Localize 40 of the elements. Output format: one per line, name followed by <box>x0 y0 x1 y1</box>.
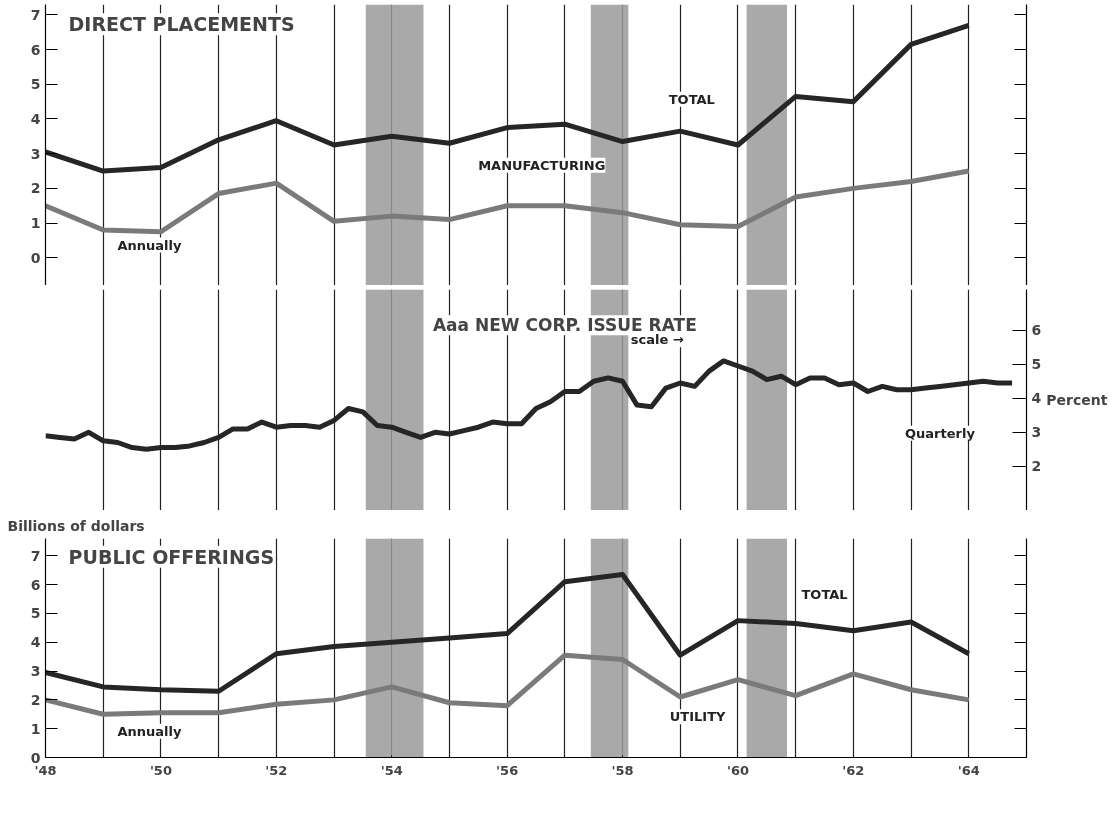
y2-tick-label: 3 <box>1031 424 1042 441</box>
y2-tick-label: 6 <box>1031 322 1042 339</box>
x-tick-label: '64 <box>957 762 980 778</box>
annotation: TOTAL <box>668 91 715 107</box>
annotation: scale → <box>630 332 684 348</box>
y2-axis-title: Percent <box>1046 392 1108 408</box>
x-tick-label: '60 <box>726 762 750 778</box>
annotation: Annually <box>117 723 182 739</box>
x-tick-label: '54 <box>380 762 403 778</box>
chart-title: PUBLIC OFFERINGS <box>68 545 275 568</box>
y-tick-label: 5 <box>30 605 41 622</box>
y-tick-label: 0 <box>30 249 41 266</box>
y-tick-label: 4 <box>30 110 41 127</box>
x-tick-label: '62 <box>842 762 865 778</box>
y2-tick-label: 2 <box>1031 458 1042 475</box>
annotation: TOTAL <box>801 586 848 602</box>
annotation: Annually <box>117 237 182 253</box>
y-tick-label: 7 <box>30 547 41 564</box>
y2-tick-label: 4 <box>1031 390 1042 407</box>
y-tick-label: 2 <box>30 691 41 708</box>
annotation: MANUFACTURING <box>478 157 606 173</box>
y-axis-title: Billions of dollars <box>7 517 145 534</box>
annotation: UTILITY <box>669 709 726 725</box>
y-tick-label: 6 <box>30 576 41 593</box>
x-tick-label: '58 <box>611 762 634 778</box>
y-tick-label: 7 <box>30 6 41 23</box>
y-tick-label: 4 <box>30 634 41 651</box>
text: DIRECT PLACEMENTS <box>68 13 295 36</box>
y-tick-label: 3 <box>30 663 41 680</box>
y-tick-label: 5 <box>30 76 41 93</box>
annotation: Quarterly <box>905 425 976 441</box>
x-tick-label: '56 <box>496 762 519 778</box>
y-tick-label: 6 <box>30 41 41 58</box>
x-tick-label: '50 <box>149 762 172 778</box>
y-tick-label: 3 <box>30 145 41 162</box>
y-tick-label: 1 <box>30 720 41 737</box>
y-tick-label: 1 <box>30 215 41 232</box>
y2-tick-label: 5 <box>1031 356 1042 373</box>
y-tick-label: 2 <box>30 180 41 197</box>
x-tick-label: '52 <box>265 762 288 778</box>
